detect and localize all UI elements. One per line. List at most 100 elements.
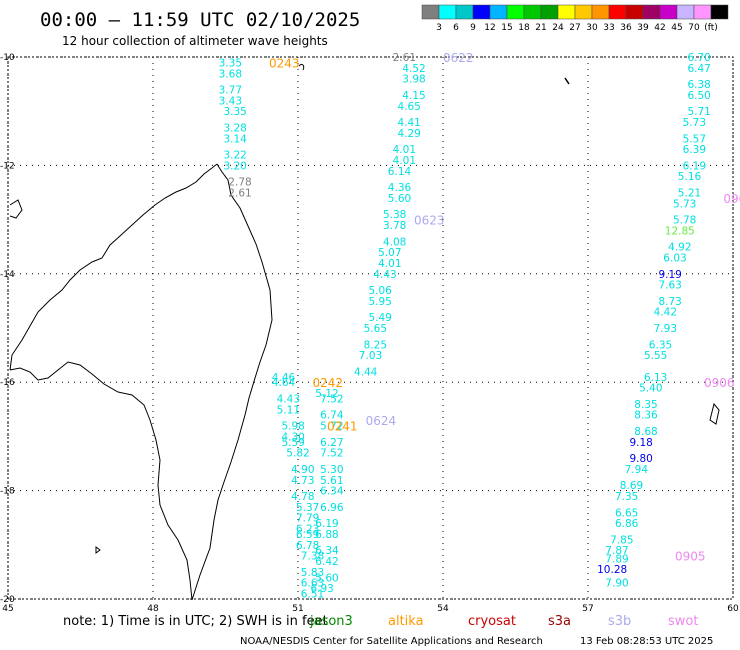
wave-height-value: 6.35 [649,339,672,351]
pass-time-label: 0243 [269,56,300,70]
wave-height-value: 6.70 [687,52,710,64]
scale-swatch [557,4,576,20]
wave-height-value: 5.40 [639,383,662,395]
wave-height-value: 3.77 [219,85,242,97]
wave-height-value: 5.83 [301,567,324,579]
wave-height-value: 7.89 [605,553,628,565]
wave-height-value: 2.61 [228,188,251,200]
wave-height-value: 6.51 [301,589,324,601]
scale-label: 42 [654,23,665,33]
wave-height-value: 4.73 [291,475,314,487]
satellite-legend-item: jason3 [309,614,353,629]
wave-height-value: 12.85 [665,225,695,237]
wave-height-value: 5.16 [678,171,702,183]
wave-height-value: 7.85 [610,534,633,546]
wave-height-value: 4.90 [291,464,314,476]
wave-height-value: 8.36 [634,410,658,422]
wave-height-value: 5.98 [281,421,304,433]
scale-label: (ft) [704,23,718,33]
wave-height-value: 6.19 [315,518,338,530]
satellite-legend-item: altika [388,614,424,629]
scale-swatch [574,4,593,20]
scale-label: 18 [518,23,530,33]
scale-swatch [421,4,440,20]
wave-height-value: 9.18 [629,437,652,449]
lat-tick-label: -18 [0,487,15,497]
wave-height-value: 6.63 [301,578,324,590]
wave-height-value: 4.08 [383,236,406,248]
wave-height-value: 6.13 [644,372,667,384]
wave-height-value: 3.22 [223,150,246,162]
scale-swatch [455,4,474,20]
wave-height-value: 3.68 [219,68,242,80]
scale-label: 27 [569,23,580,33]
lon-tick-label: 60 [727,604,739,614]
wave-height-value: 6.74 [320,410,344,422]
wave-height-value: 5.57 [683,133,706,145]
wave-height-value: 2.78 [228,177,251,189]
wave-height-value: 3.14 [223,133,247,145]
satellite-legend-item: swot [668,614,698,629]
wave-height-value: 7.94 [625,464,649,476]
wave-height-value: 5.07 [378,247,401,259]
wave-height-value: 6.50 [687,90,710,102]
wave-height-value: 6.47 [687,63,710,75]
scale-label: 6 [453,23,459,33]
pass-time-label: 0907 [723,192,740,206]
wave-height-value: 4.78 [291,491,314,503]
scale-label: 39 [637,23,649,33]
scale-label: 21 [535,23,546,33]
scale-swatch [591,4,610,20]
wave-height-value: 7.87 [605,545,628,557]
footer-note: note: 1) Time is in UTC; 2) SWH is in fe… [63,614,328,629]
wave-height-value: 5.21 [678,188,701,200]
wave-height-value: 3.35 [223,106,246,118]
wave-height-value: 6.96 [320,502,344,514]
wave-height-value: 8.68 [634,426,657,438]
pass-time-label: 0623 [414,214,445,228]
pass-time-label: 0622 [443,51,474,65]
wave-height-value: 7.38 [301,551,324,563]
page-title: 00:00 – 11:59 UTC 02/10/2025 [40,9,360,31]
wave-height-value: 4.36 [388,182,412,194]
satellite-legend-item: cryosat [468,614,516,629]
wave-height-value: 4.01 [393,155,416,167]
wave-height-value: 7.35 [615,491,638,503]
wave-height-value: 4.65 [397,101,420,113]
wave-height-value: 8.25 [364,339,387,351]
lat-tick-label: -10 [0,53,15,63]
wave-height-value: 8.35 [634,399,657,411]
scale-swatch [472,4,491,20]
madagascar-coastline [9,163,273,601]
wave-height-value: 4.92 [668,242,691,254]
lat-tick-label: -12 [0,161,15,171]
scale-label: 24 [552,23,564,33]
island-east [709,402,720,425]
island-north [564,77,570,85]
scale-swatch [710,4,729,20]
wave-height-value: 5.61 [320,475,343,487]
wave-height-value: 4.43 [277,393,300,405]
wave-height-value: 7.03 [359,350,382,362]
wave-height-value: 5.78 [673,215,696,227]
lat-tick-label: -20 [0,595,15,605]
scale-label: 12 [484,23,495,33]
wave-height-value: 6.65 [615,507,638,519]
scale-label: 33 [603,23,614,33]
wave-height-value: 5.72 [320,421,343,433]
wave-height-value: 10.28 [597,564,627,576]
wave-height-value: 6.93 [310,583,333,595]
wave-height-value: 4.29 [397,128,420,140]
wave-height-value: 6.03 [663,253,686,265]
wave-height-value: 5.37 [296,502,319,514]
axis-tick-labels: 45 48 51 54 57 60 -10 -12 -14 -16 -18 -20 [0,53,739,614]
scale-label: 45 [671,23,682,33]
madagascar-west-inlet [9,199,23,219]
wave-height-value: 5.38 [383,209,406,221]
wave-height-value: 6.23 [296,524,319,536]
wave-height-value: 6.34 [315,545,339,557]
satellite-legend-item: s3b [608,614,631,629]
wave-height-value: 4.43 [373,269,396,281]
wave-height-value: 4.42 [654,307,677,319]
wave-height-value: 2.61 [393,52,416,64]
